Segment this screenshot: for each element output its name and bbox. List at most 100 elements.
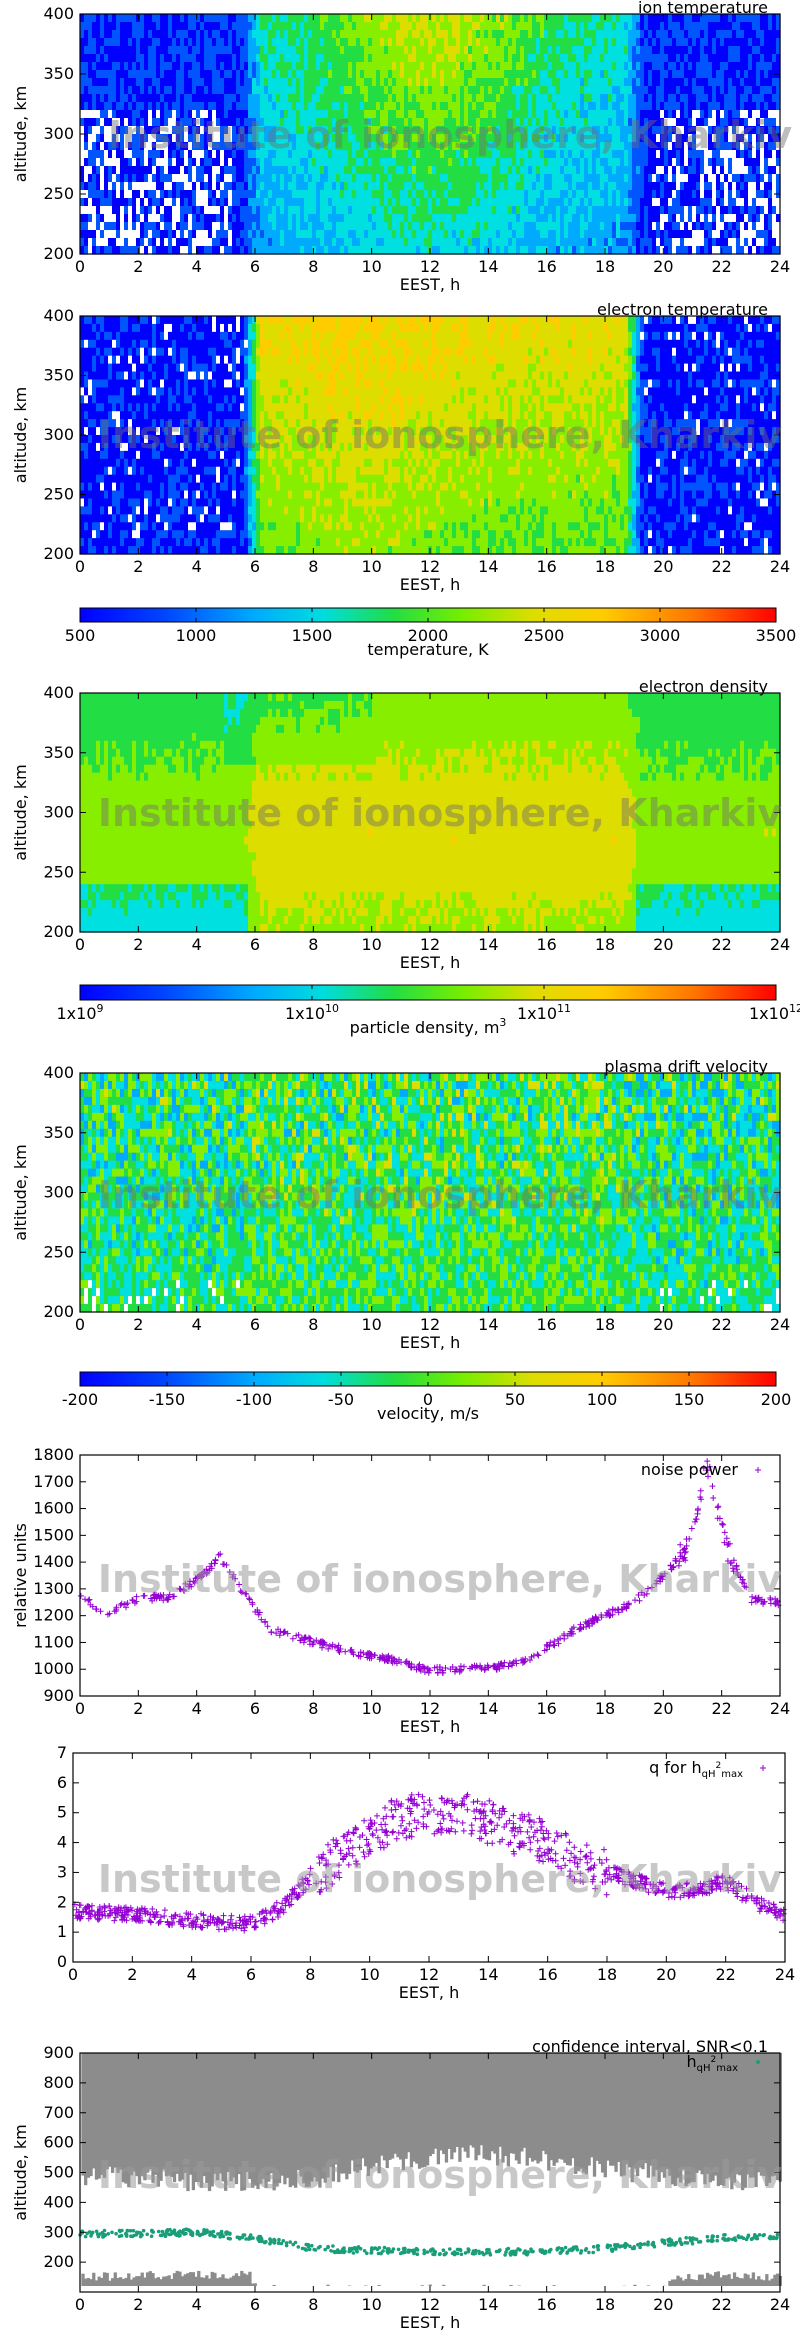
heatmap-cell	[352, 78, 357, 87]
heatmap-cell	[340, 14, 345, 23]
heatmap-cell	[80, 158, 85, 167]
heatmap-cell	[96, 118, 101, 127]
heatmap-cell	[140, 102, 145, 111]
heatmap-cell	[336, 182, 341, 191]
heatmap-cell	[276, 166, 281, 175]
heatmap-cell	[304, 86, 309, 95]
heatmap-cell	[232, 30, 237, 39]
heatmap-cell	[336, 174, 341, 183]
heatmap-cell	[352, 38, 357, 47]
heatmap-cell	[148, 46, 153, 55]
heatmap-cell	[288, 38, 293, 47]
heatmap-cell	[196, 158, 201, 167]
heatmap-cell	[244, 102, 249, 111]
heatmap-cell	[164, 206, 169, 215]
heatmap-cell	[340, 46, 345, 55]
heatmap-cell	[320, 78, 325, 87]
heatmap-cell	[252, 198, 257, 207]
heatmap-cell	[132, 222, 137, 231]
heatmap-cell	[200, 182, 205, 191]
heatmap-cell	[352, 86, 357, 95]
heatmap-cell	[340, 78, 345, 87]
heatmap-cell	[112, 62, 117, 71]
heatmap-cell	[244, 70, 249, 79]
heatmap-cell	[124, 38, 129, 47]
heatmap-cell	[332, 190, 337, 199]
heatmap-cell	[108, 182, 113, 191]
heatmap-cell	[344, 102, 349, 111]
heatmap-cell	[264, 70, 269, 79]
heatmap-cell	[132, 230, 137, 239]
heatmap-cell	[156, 38, 161, 47]
heatmap-cell	[348, 78, 353, 87]
heatmap-cell	[88, 62, 93, 71]
heatmap-cell	[308, 206, 313, 215]
heatmap-cell	[92, 230, 97, 239]
heatmap-cell	[96, 110, 101, 119]
heatmap-cell	[352, 190, 357, 199]
heatmap-cell	[124, 78, 129, 87]
heatmap-cell	[336, 166, 341, 175]
heatmap-cell	[280, 166, 285, 175]
heatmap-cell	[264, 54, 269, 63]
heatmap-cell	[340, 86, 345, 95]
heatmap-cell	[328, 190, 333, 199]
heatmap-cell	[352, 30, 357, 39]
heatmap-cell	[324, 30, 329, 39]
heatmap-cell	[272, 206, 277, 215]
heatmap-cell	[216, 78, 221, 87]
heatmap-cell	[248, 158, 253, 167]
heatmap-cell	[224, 62, 229, 71]
heatmap-cell	[312, 198, 317, 207]
heatmap-cell	[332, 198, 337, 207]
heatmap-cell	[268, 54, 273, 63]
heatmap-cell	[200, 22, 205, 31]
heatmap-cell	[116, 230, 121, 239]
heatmap-cell	[308, 14, 313, 23]
heatmap-cell	[296, 102, 301, 111]
heatmap-cell	[100, 222, 105, 231]
heatmap-cell	[128, 22, 133, 31]
heatmap-cell	[136, 222, 141, 231]
heatmap-cell	[256, 94, 261, 103]
heatmap-cell	[204, 22, 209, 31]
heatmap-cell	[92, 110, 97, 119]
heatmap-cell	[112, 198, 117, 207]
heatmap-cell	[240, 22, 245, 31]
heatmap-cell	[328, 158, 333, 167]
heatmap-cell	[328, 182, 333, 191]
heatmap-cell	[288, 62, 293, 71]
heatmap-cell	[144, 238, 149, 247]
heatmap-cell	[184, 166, 189, 175]
heatmap-cell	[216, 14, 221, 23]
heatmap-cell	[308, 102, 313, 111]
heatmap-cell	[348, 86, 353, 95]
heatmap-cell	[200, 62, 205, 71]
heatmap-cell	[172, 190, 177, 199]
heatmap-cell	[92, 190, 97, 199]
heatmap-cell	[252, 190, 257, 199]
heatmap-cell	[120, 174, 125, 183]
heatmap-cell	[272, 14, 277, 23]
heatmap-cell	[156, 102, 161, 111]
heatmap-cell	[328, 230, 333, 239]
heatmap-cell	[132, 22, 137, 31]
heatmap-cell	[80, 30, 85, 39]
heatmap-cell	[204, 14, 209, 23]
heatmap-cell	[92, 118, 97, 127]
heatmap-cell	[244, 246, 249, 255]
heatmap-cell	[336, 158, 341, 167]
heatmap-cell	[168, 158, 173, 167]
heatmap-cell	[264, 214, 269, 223]
heatmap-cell	[196, 174, 201, 183]
heatmap-cell	[220, 238, 225, 247]
heatmap-cell	[88, 206, 93, 215]
heatmap-cell	[260, 54, 265, 63]
heatmap-cell	[260, 62, 265, 71]
heatmap-cell	[320, 94, 325, 103]
heatmap-cell	[88, 134, 93, 143]
heatmap-cell	[332, 62, 337, 71]
heatmap-cell	[180, 14, 185, 23]
heatmap-cell	[88, 214, 93, 223]
heatmap-cell	[144, 30, 149, 39]
